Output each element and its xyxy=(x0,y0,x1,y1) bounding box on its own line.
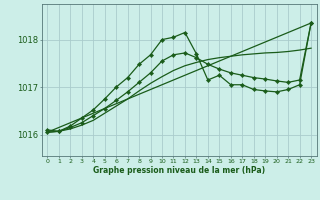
X-axis label: Graphe pression niveau de la mer (hPa): Graphe pression niveau de la mer (hPa) xyxy=(93,166,265,175)
